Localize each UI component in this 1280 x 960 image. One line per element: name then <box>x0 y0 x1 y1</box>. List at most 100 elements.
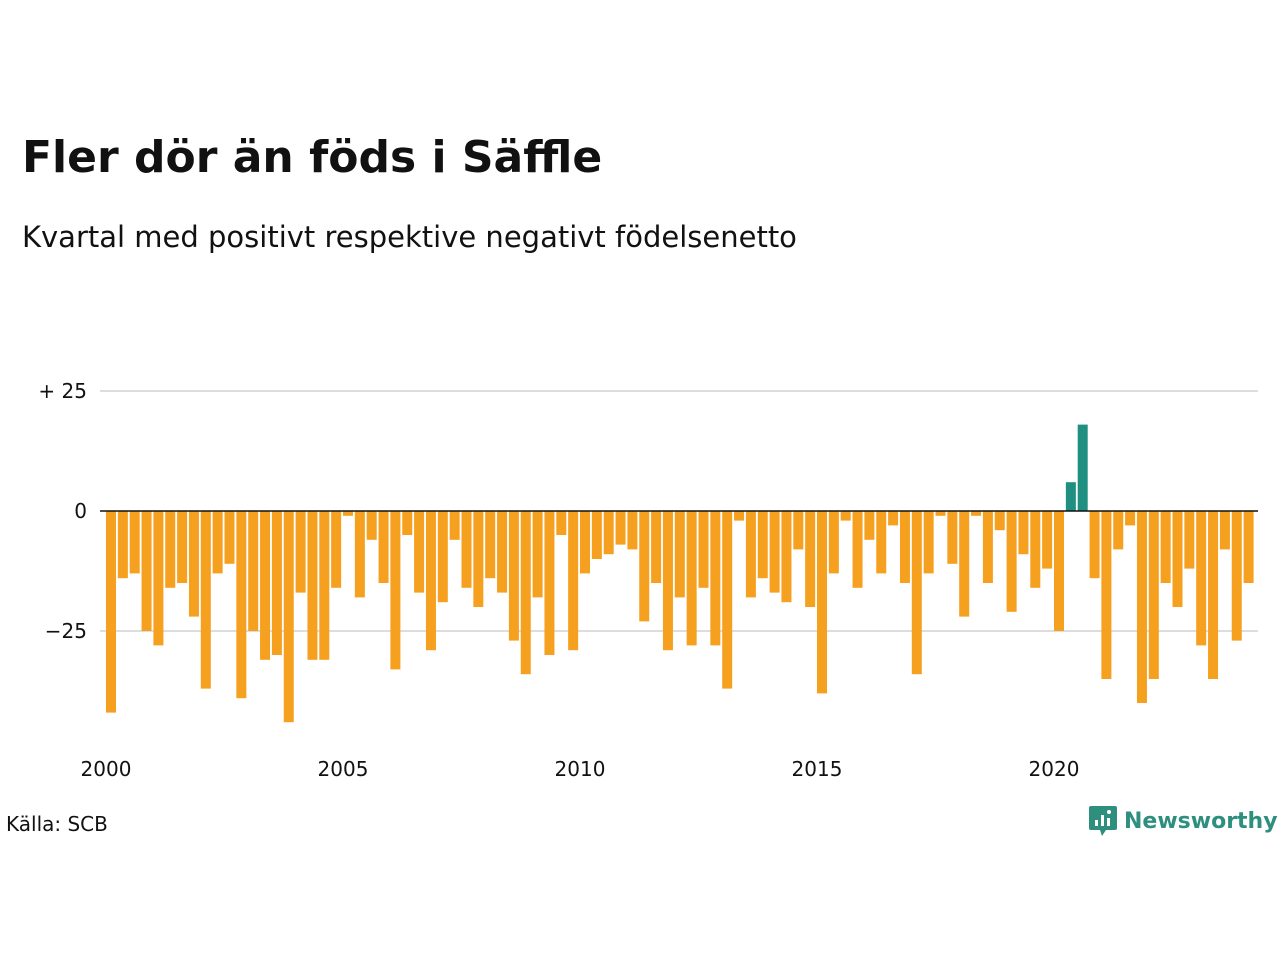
y-axis-labels: + 25 0 −25 <box>38 379 87 643</box>
bar <box>947 511 958 564</box>
bar <box>840 511 851 521</box>
bar <box>852 511 863 588</box>
bar <box>437 511 448 603</box>
bar <box>248 511 259 631</box>
bar <box>734 511 745 521</box>
bar <box>295 511 306 593</box>
bar <box>935 511 946 516</box>
bar <box>651 511 662 583</box>
bar <box>449 511 460 540</box>
bar <box>366 511 377 540</box>
bar <box>1184 511 1195 569</box>
bar <box>354 511 365 598</box>
y-tick-label: + 25 <box>38 379 87 403</box>
bar <box>188 511 199 617</box>
bar <box>1172 511 1183 607</box>
x-tick-label: 2010 <box>555 757 606 781</box>
bar <box>331 511 342 588</box>
bar <box>414 511 425 593</box>
x-tick-label: 2020 <box>1029 757 1080 781</box>
bar <box>982 511 993 583</box>
bar <box>556 511 567 535</box>
bar <box>888 511 899 526</box>
bar <box>532 511 543 598</box>
bar <box>544 511 555 655</box>
bar <box>224 511 235 564</box>
brand-name: Newsworthy <box>1124 808 1278 834</box>
x-tick-label: 2015 <box>792 757 843 781</box>
chart-subtitle: Kvartal med positivt respektive negativt… <box>22 220 797 254</box>
x-tick-label: 2005 <box>318 757 369 781</box>
bar <box>283 511 294 723</box>
bar <box>1042 511 1053 569</box>
bars <box>106 424 1254 723</box>
bar <box>1006 511 1017 612</box>
bar <box>805 511 816 607</box>
bar <box>876 511 887 574</box>
bar <box>627 511 638 550</box>
y-tick-label: 0 <box>74 499 87 523</box>
y-tick-label: −25 <box>45 619 87 643</box>
bar <box>1113 511 1124 550</box>
bar <box>343 511 353 516</box>
bar <box>580 511 590 574</box>
chart-title: Fler dör än föds i Säffle <box>22 132 603 183</box>
bar <box>485 511 496 579</box>
bar <box>473 511 484 607</box>
bar <box>745 511 756 598</box>
source-note: Källa: SCB <box>6 812 108 836</box>
bar <box>461 511 472 588</box>
bar <box>1160 511 1171 583</box>
bar <box>911 511 922 675</box>
bar <box>1219 511 1230 550</box>
bar <box>1243 511 1254 583</box>
bar <box>1208 511 1219 679</box>
bar <box>1065 482 1076 511</box>
newsworthy-logo-icon <box>1089 806 1117 836</box>
bar <box>1077 424 1088 511</box>
bar <box>568 511 579 651</box>
bar <box>260 511 271 660</box>
bar <box>828 511 839 574</box>
bar <box>781 511 792 603</box>
bar <box>165 511 176 588</box>
bar <box>271 511 282 655</box>
bar <box>117 511 128 579</box>
bar <box>319 511 330 660</box>
bar <box>1125 511 1136 526</box>
bar <box>153 511 164 646</box>
bar <box>1196 511 1207 646</box>
bar <box>497 511 508 593</box>
bar <box>674 511 685 598</box>
bar <box>106 511 116 713</box>
bar <box>722 511 733 689</box>
bar <box>686 511 697 646</box>
bar <box>864 511 875 540</box>
bar <box>307 511 318 660</box>
x-axis-labels: 2000 2005 2010 2015 2020 <box>81 757 1080 781</box>
bar <box>425 511 436 651</box>
bar <box>757 511 768 579</box>
bar <box>378 511 389 583</box>
bar <box>591 511 602 559</box>
bar <box>639 511 650 622</box>
bar <box>236 511 247 699</box>
bar <box>508 511 519 641</box>
bar <box>402 511 413 535</box>
newsworthy-logo: Newsworthy <box>1088 804 1278 838</box>
bar <box>662 511 673 651</box>
bar <box>710 511 721 646</box>
bar <box>769 511 780 593</box>
bar <box>959 511 970 617</box>
bar <box>1018 511 1029 555</box>
bar <box>1101 511 1112 679</box>
bar-chart: + 25 0 −25 2000 2005 2010 2015 2020 <box>38 379 1258 781</box>
bar <box>177 511 188 583</box>
bar <box>994 511 1005 531</box>
bar <box>1089 511 1100 579</box>
bar <box>200 511 211 689</box>
bar <box>1136 511 1147 703</box>
bar <box>390 511 401 670</box>
bar <box>212 511 223 574</box>
bar <box>817 511 827 694</box>
